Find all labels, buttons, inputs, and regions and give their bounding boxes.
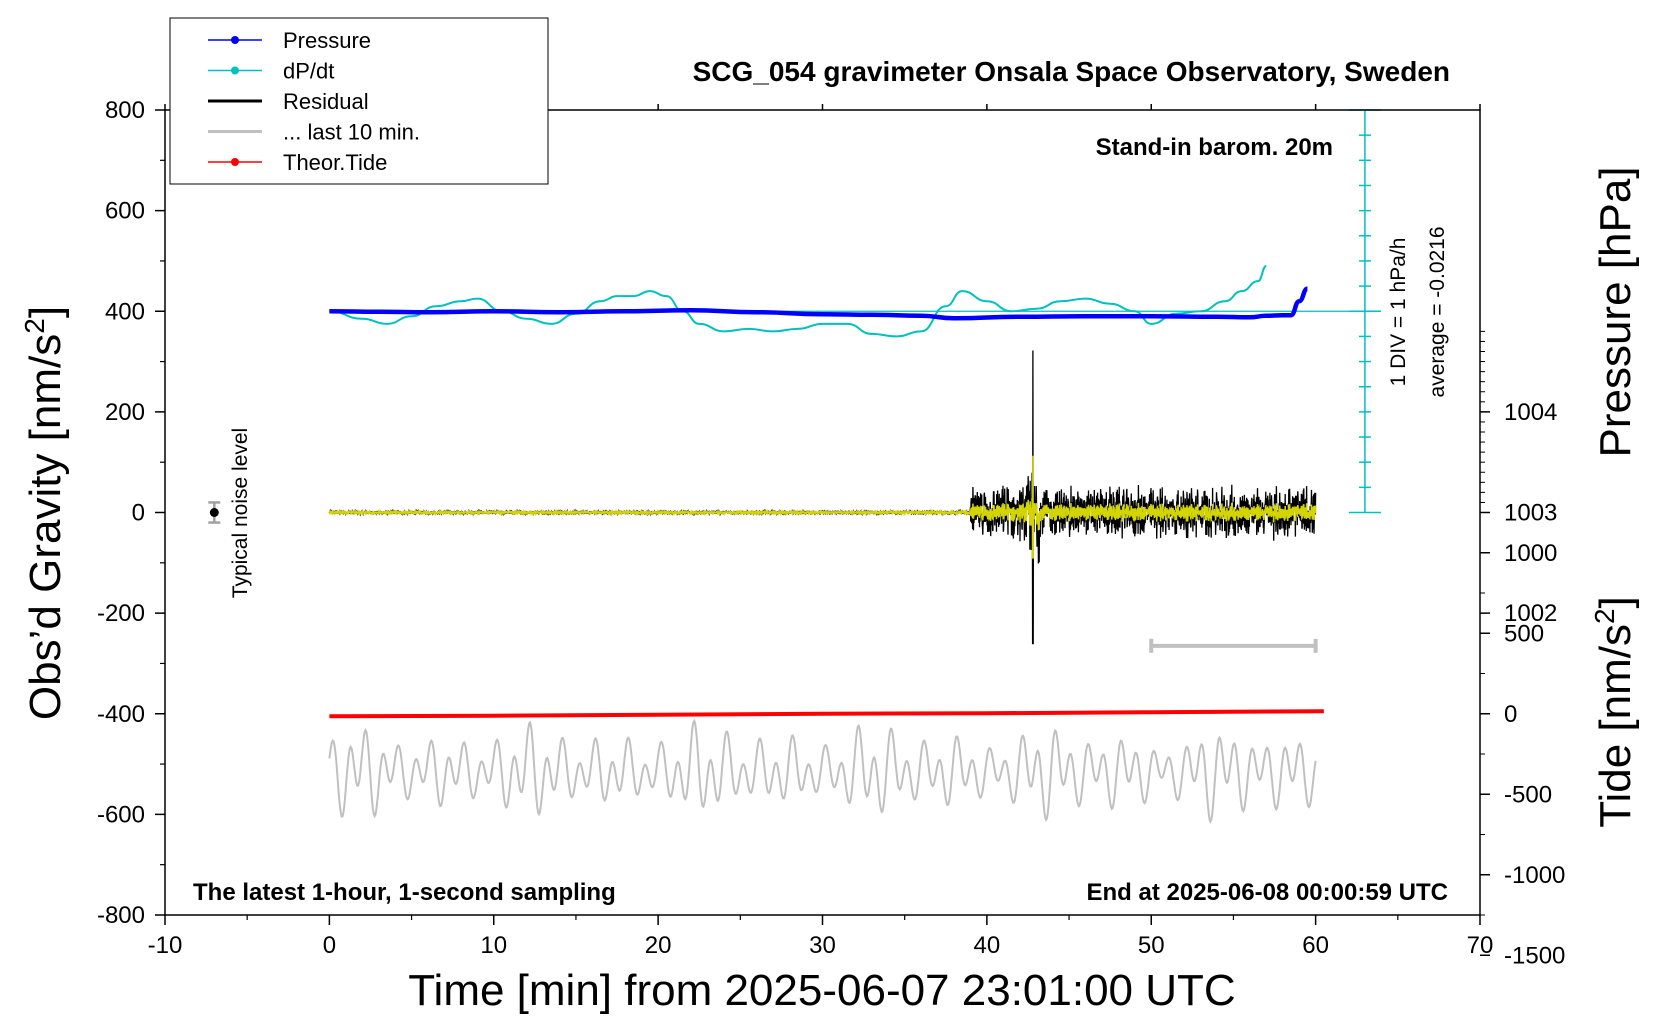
tide-axis-title-sup: 2 bbox=[1589, 608, 1620, 624]
y-tick-label: -400 bbox=[97, 701, 145, 728]
x-tick-label: 40 bbox=[974, 932, 1001, 959]
y-axis-title-sup: 2 bbox=[19, 318, 50, 334]
average-note: average = -0.0216 bbox=[1426, 226, 1449, 397]
legend-label: Residual bbox=[283, 89, 369, 114]
legend: Pressure dP/dt Residual ... last 10 min. The… bbox=[169, 17, 549, 185]
legend-marker bbox=[231, 66, 239, 75]
residual-filtered-series bbox=[328, 455, 1317, 559]
div-scale-note: 1 DIV = 1 hPa/h bbox=[1387, 238, 1410, 387]
x-tick-label: 60 bbox=[1302, 932, 1329, 959]
pressure-tick-label: 1004 bbox=[1504, 399, 1557, 426]
tide-tick-label: 1000 bbox=[1504, 540, 1557, 567]
pressure-tick-label: 1002 bbox=[1504, 600, 1557, 627]
x-tick-label: 30 bbox=[809, 932, 836, 959]
x-tick-label: 50 bbox=[1138, 932, 1165, 959]
x-tick-label: 20 bbox=[645, 932, 672, 959]
tide-tick-label: 500 bbox=[1504, 620, 1544, 647]
x-tick-label: -10 bbox=[148, 932, 183, 959]
legend-label: Theor.Tide bbox=[283, 150, 387, 175]
x-axis-title: Time [min] from 2025-06-07 23:01:00 UTC bbox=[408, 966, 1235, 1015]
legend-label: Pressure bbox=[283, 28, 371, 53]
tide-tick-label: -1000 bbox=[1504, 862, 1565, 889]
y-tick-label: -800 bbox=[97, 902, 145, 929]
sampling-note: The latest 1-hour, 1-second sampling bbox=[193, 879, 616, 906]
pressure-series bbox=[329, 286, 1309, 321]
end-time-note: End at 2025-06-08 00:00:59 UTC bbox=[1087, 879, 1449, 906]
chart-title: SCG_054 gravimeter Onsala Space Observat… bbox=[693, 56, 1450, 87]
y-tick-label: 600 bbox=[105, 198, 145, 225]
y-tick-label: 400 bbox=[105, 298, 145, 325]
x-tick-label: 10 bbox=[480, 932, 507, 959]
y-tick-label: 200 bbox=[105, 399, 145, 426]
pressure-axis-title: Pressure [hPa] bbox=[1591, 166, 1640, 457]
tide-axis-title: Tide [nm/s2] bbox=[1589, 596, 1640, 828]
legend-label: ... last 10 min. bbox=[283, 120, 420, 145]
tide-axis-title-text: Tide [nm/s bbox=[1591, 624, 1640, 828]
legend-marker bbox=[231, 158, 239, 166]
legend-label: dP/dt bbox=[283, 59, 334, 84]
y-tick-label: -200 bbox=[97, 600, 145, 627]
x-tick-label: 0 bbox=[323, 932, 336, 959]
tide-tick-label: 0 bbox=[1504, 701, 1517, 728]
noise-level-note: Typical noise level bbox=[229, 428, 252, 598]
y-tick-label: 800 bbox=[105, 97, 145, 124]
noise-marker-dot bbox=[209, 508, 219, 517]
barometer-note: Stand-in barom. 20m bbox=[1096, 134, 1333, 161]
tide-series bbox=[329, 709, 1324, 719]
y-axis-title-close: ] bbox=[21, 306, 70, 318]
legend-marker bbox=[231, 36, 239, 44]
pressure-tick-label: 1003 bbox=[1504, 500, 1557, 527]
y-tick-label: -600 bbox=[97, 801, 145, 828]
tide-axis-title-close: ] bbox=[1591, 596, 1640, 608]
y-tick-label: 0 bbox=[132, 500, 145, 527]
tide-tick-label: -1500 bbox=[1504, 942, 1565, 969]
tide-tick-label: -500 bbox=[1504, 781, 1552, 808]
y-axis-title-text: Obs’d Gravity [nm/s bbox=[21, 334, 70, 720]
last-10-min-series bbox=[328, 718, 1317, 824]
y-axis-title: Obs’d Gravity [nm/s2] bbox=[19, 306, 70, 720]
